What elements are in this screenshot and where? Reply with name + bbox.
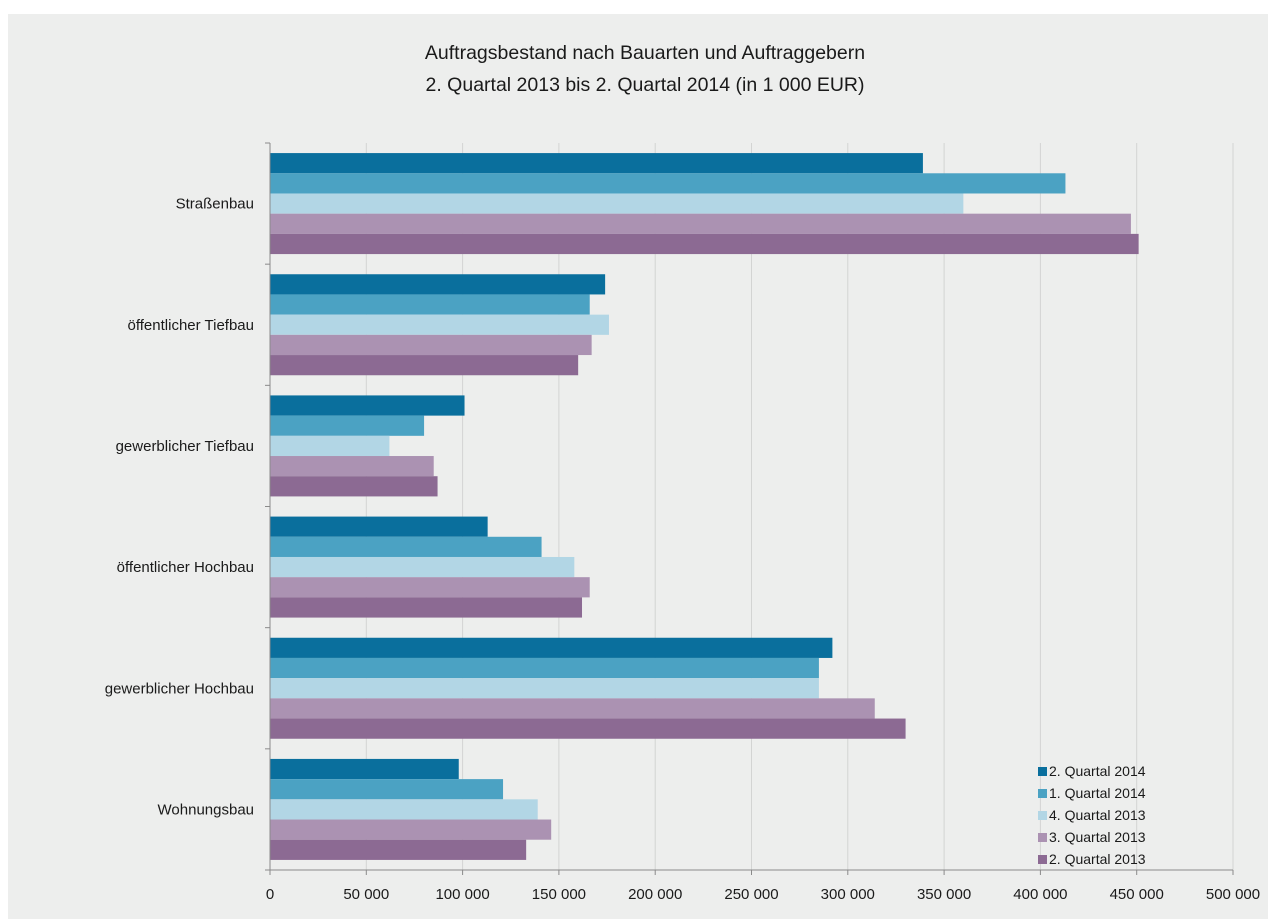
bar [270, 779, 504, 800]
x-tick-label: 450 000 [1110, 886, 1164, 903]
category-label: Wohnungsbau [158, 801, 254, 818]
bar [270, 758, 459, 780]
x-tick-label: 50 000 [343, 886, 389, 903]
bar [270, 476, 438, 497]
bar [270, 314, 609, 335]
x-tick-label: 100 000 [435, 886, 489, 903]
x-tick-label: 200 000 [628, 886, 682, 903]
bar [270, 334, 592, 356]
x-tick-label: 400 000 [1013, 886, 1067, 903]
legend-swatch [1038, 833, 1047, 842]
chart-subtitle: 2. Quartal 2013 bis 2. Quartal 2014 (in … [426, 74, 865, 96]
bar-chart: Auftragsbestand nach Bauarten und Auftra… [105, 42, 1260, 903]
bar [270, 819, 552, 840]
bar [270, 718, 906, 739]
bar [270, 637, 833, 658]
x-tick-label: 0 [266, 886, 274, 903]
legend-label: 2. Quartal 2013 [1049, 851, 1146, 867]
bar [270, 536, 542, 557]
bar [270, 294, 590, 315]
legend-swatch [1038, 811, 1047, 820]
x-tick-label: 500 000 [1206, 886, 1260, 903]
bar [270, 173, 1066, 194]
category-labels: Straßenbau öffentlicher Tiefbau gewerblich… [105, 196, 254, 819]
bar [270, 415, 425, 436]
bar [270, 678, 819, 699]
bar [270, 456, 434, 477]
legend-label: 2. Quartal 2014 [1049, 763, 1146, 779]
bar [270, 839, 527, 860]
legend-swatch [1038, 789, 1047, 798]
chart-panel: Auftragsbestand nach Bauarten und Auftra… [8, 14, 1268, 919]
bar [270, 516, 488, 537]
x-tick-label: 250 000 [724, 886, 778, 903]
legend: 2. Quartal 2014 1. Quartal 2014 4. Quartal… [1038, 763, 1146, 867]
category-label: öffentlicher Tiefbau [128, 317, 254, 334]
category-label: Straßenbau [176, 196, 254, 213]
bar [270, 193, 964, 214]
bar [270, 556, 575, 578]
bar [270, 577, 590, 598]
legend-label: 4. Quartal 2013 [1049, 807, 1146, 823]
bar [270, 799, 538, 820]
category-label: gewerblicher Hochbau [105, 680, 254, 697]
bar [270, 213, 1131, 234]
category-label: öffentlicher Hochbau [117, 559, 254, 576]
axes [265, 142, 1234, 875]
bar [270, 597, 583, 618]
x-tick-label: 350 000 [917, 886, 971, 903]
legend-label: 1. Quartal 2014 [1049, 785, 1146, 801]
bar [270, 395, 465, 416]
category-label: gewerblicher Tiefbau [116, 438, 254, 455]
bar [270, 355, 579, 376]
bars [270, 153, 1139, 860]
legend-label: 3. Quartal 2013 [1049, 829, 1146, 845]
chart-title: Auftragsbestand nach Bauarten und Auftra… [425, 42, 865, 64]
bar [270, 435, 390, 457]
x-tick-labels: 0 50 000 100 000 150 000 200 000 250 000 300 0… [266, 886, 1260, 903]
bar [270, 274, 606, 295]
x-tick-label: 150 000 [532, 886, 586, 903]
bar [270, 153, 923, 174]
gridlines [365, 143, 1234, 870]
legend-swatch [1038, 767, 1047, 776]
bar [270, 233, 1139, 255]
bar [270, 698, 875, 719]
bar [270, 657, 819, 679]
legend-swatch [1038, 855, 1047, 864]
x-tick-label: 300 000 [821, 886, 875, 903]
